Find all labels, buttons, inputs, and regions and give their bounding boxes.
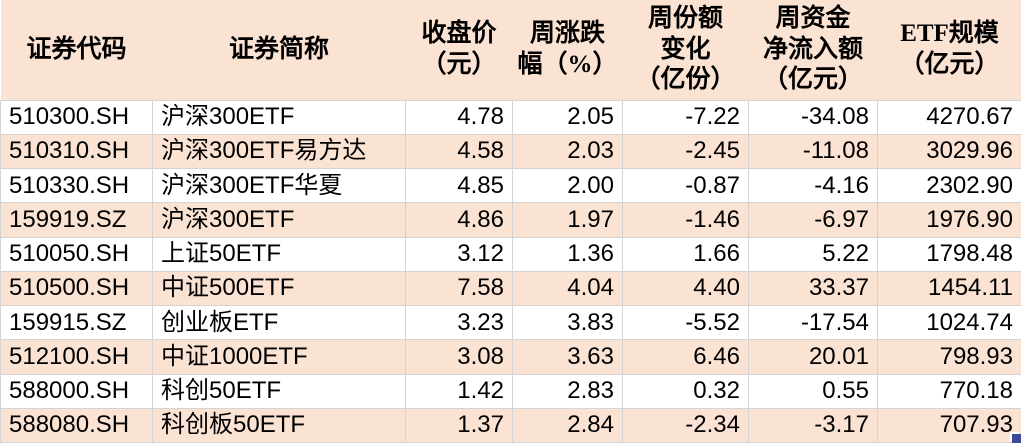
cell-weekly-change[interactable]: 2.84 bbox=[512, 407, 623, 443]
header-row: 证券代码 证券简称 收盘价 （元） 周涨跌 幅（%） 周份额 变化 （亿份） 周资金 净流… bbox=[0, 0, 1021, 101]
cell-close[interactable]: 3.08 bbox=[405, 339, 513, 375]
column-header-close[interactable]: 收盘价 （元） bbox=[405, 0, 513, 101]
cell-etf-scale[interactable]: 798.93 bbox=[877, 339, 1021, 375]
cell-name[interactable]: 上证50ETF bbox=[152, 236, 406, 272]
cell-close[interactable]: 1.37 bbox=[405, 407, 513, 443]
table-row: 588080.SH 科创板50ETF 1.37 2.84 -2.34 -3.17 707.9… bbox=[0, 407, 1021, 443]
cell-code[interactable]: 510330.SH bbox=[0, 167, 153, 204]
cell-name[interactable]: 沪深300ETF华夏 bbox=[152, 167, 406, 204]
cell-net-inflow[interactable]: 5.22 bbox=[748, 236, 878, 272]
cell-etf-scale[interactable]: 707.93 bbox=[877, 407, 1021, 443]
table-row: 510050.SH 上证50ETF 3.12 1.36 1.66 5.22 1798.48 bbox=[0, 236, 1021, 272]
cell-etf-scale[interactable]: 4270.67 bbox=[877, 99, 1021, 135]
cell-net-inflow[interactable]: 20.01 bbox=[748, 339, 878, 375]
cell-name[interactable]: 科创50ETF bbox=[152, 373, 406, 409]
cell-name[interactable]: 科创板50ETF bbox=[152, 407, 406, 443]
cell-net-inflow[interactable]: -4.16 bbox=[748, 167, 878, 204]
cell-share-change[interactable]: -2.34 bbox=[622, 407, 749, 443]
cell-weekly-change[interactable]: 3.63 bbox=[512, 339, 623, 375]
cell-share-change[interactable]: -7.22 bbox=[622, 99, 749, 135]
cell-close[interactable]: 4.86 bbox=[405, 202, 513, 238]
cell-weekly-change[interactable]: 1.36 bbox=[512, 236, 623, 272]
cell-share-change[interactable]: -1.46 bbox=[622, 202, 749, 238]
cell-net-inflow[interactable]: -6.97 bbox=[748, 202, 878, 238]
cell-close[interactable]: 4.78 bbox=[405, 99, 513, 135]
cell-code[interactable]: 510050.SH bbox=[0, 236, 153, 272]
cell-close[interactable]: 4.58 bbox=[405, 133, 513, 170]
cell-share-change[interactable]: -5.52 bbox=[622, 304, 749, 341]
cell-code[interactable]: 510310.SH bbox=[0, 133, 153, 170]
column-header-net-inflow[interactable]: 周资金 净流入额 （亿元） bbox=[748, 0, 878, 101]
cell-weekly-change[interactable]: 2.83 bbox=[512, 373, 623, 409]
cell-weekly-change[interactable]: 2.03 bbox=[512, 133, 623, 170]
column-header-etf-scale[interactable]: ETF规模 （亿元） bbox=[877, 0, 1021, 101]
cell-net-inflow[interactable]: -3.17 bbox=[748, 407, 878, 443]
cell-name[interactable]: 沪深300ETF bbox=[152, 99, 406, 135]
cell-etf-scale[interactable]: 1798.48 bbox=[877, 236, 1021, 272]
cell-etf-scale[interactable]: 1024.74 bbox=[877, 304, 1021, 341]
column-header-code[interactable]: 证券代码 bbox=[0, 0, 153, 101]
cell-close[interactable]: 3.12 bbox=[405, 236, 513, 272]
cell-etf-scale[interactable]: 1976.90 bbox=[877, 202, 1021, 238]
table-row: 510500.SH 中证500ETF 7.58 4.04 4.40 33.37 1454.1… bbox=[0, 270, 1021, 307]
cell-etf-scale[interactable]: 2302.90 bbox=[877, 167, 1021, 204]
cell-share-change[interactable]: -2.45 bbox=[622, 133, 749, 170]
table-row: 159915.SZ 创业板ETF 3.23 3.83 -5.52 -17.54 1024.7… bbox=[0, 304, 1021, 341]
cell-close[interactable]: 1.42 bbox=[405, 373, 513, 409]
table-row: 510310.SH 沪深300ETF易方达 4.58 2.03 -2.45 -11.08 3… bbox=[0, 133, 1021, 170]
cell-name[interactable]: 中证500ETF bbox=[152, 270, 406, 307]
cell-weekly-change[interactable]: 4.04 bbox=[512, 270, 623, 307]
cell-close[interactable]: 4.85 bbox=[405, 167, 513, 204]
cell-code[interactable]: 510300.SH bbox=[0, 99, 153, 135]
cell-code[interactable]: 588080.SH bbox=[0, 407, 153, 443]
cell-weekly-change[interactable]: 2.00 bbox=[512, 167, 623, 204]
cell-weekly-change[interactable]: 3.83 bbox=[512, 304, 623, 341]
cell-code[interactable]: 159915.SZ bbox=[0, 304, 153, 341]
column-header-name[interactable]: 证券简称 bbox=[152, 0, 406, 101]
cell-name[interactable]: 中证1000ETF bbox=[152, 339, 406, 375]
cell-name[interactable]: 沪深300ETF易方达 bbox=[152, 133, 406, 170]
table-body: 510300.SH 沪深300ETF 4.78 2.05 -7.22 -34.08 4270… bbox=[0, 99, 1021, 443]
table-row: 588000.SH 科创50ETF 1.42 2.83 0.32 0.55 770.18 bbox=[0, 373, 1021, 409]
cell-share-change[interactable]: -0.87 bbox=[622, 167, 749, 204]
cell-share-change[interactable]: 0.32 bbox=[622, 373, 749, 409]
cell-net-inflow[interactable]: -11.08 bbox=[748, 133, 878, 170]
cell-close[interactable]: 3.23 bbox=[405, 304, 513, 341]
table-row: 512100.SH 中证1000ETF 3.08 3.63 6.46 20.01 798.9… bbox=[0, 339, 1021, 375]
cell-weekly-change[interactable]: 1.97 bbox=[512, 202, 623, 238]
cell-name[interactable]: 沪深300ETF bbox=[152, 202, 406, 238]
cell-net-inflow[interactable]: 0.55 bbox=[748, 373, 878, 409]
table-row: 510300.SH 沪深300ETF 4.78 2.05 -7.22 -34.08 4270… bbox=[0, 99, 1021, 135]
cell-etf-scale[interactable]: 3029.96 bbox=[877, 133, 1021, 170]
cell-etf-scale[interactable]: 1454.11 bbox=[877, 270, 1021, 307]
cell-net-inflow[interactable]: 33.37 bbox=[748, 270, 878, 307]
table-row: 510330.SH 沪深300ETF华夏 4.85 2.00 -0.87 -4.16 230… bbox=[0, 167, 1021, 204]
cell-net-inflow[interactable]: -34.08 bbox=[748, 99, 878, 135]
cell-code[interactable]: 159919.SZ bbox=[0, 202, 153, 238]
cell-close[interactable]: 7.58 bbox=[405, 270, 513, 307]
cell-code[interactable]: 512100.SH bbox=[0, 339, 153, 375]
table-row: 159919.SZ 沪深300ETF 4.86 1.97 -1.46 -6.97 1976.… bbox=[0, 202, 1021, 238]
column-header-share-change[interactable]: 周份额 变化 （亿份） bbox=[622, 0, 749, 101]
cell-etf-scale[interactable]: 770.18 bbox=[877, 373, 1021, 409]
cell-weekly-change[interactable]: 2.05 bbox=[512, 99, 623, 135]
selection-fill-handle-icon[interactable] bbox=[1012, 434, 1021, 443]
cell-code[interactable]: 588000.SH bbox=[0, 373, 153, 409]
cell-name[interactable]: 创业板ETF bbox=[152, 304, 406, 341]
cell-share-change[interactable]: 1.66 bbox=[622, 236, 749, 272]
cell-net-inflow[interactable]: -17.54 bbox=[748, 304, 878, 341]
cell-share-change[interactable]: 4.40 bbox=[622, 270, 749, 307]
column-header-weekly-change[interactable]: 周涨跌 幅（%） bbox=[512, 0, 623, 101]
cell-code[interactable]: 510500.SH bbox=[0, 270, 153, 307]
cell-share-change[interactable]: 6.46 bbox=[622, 339, 749, 375]
